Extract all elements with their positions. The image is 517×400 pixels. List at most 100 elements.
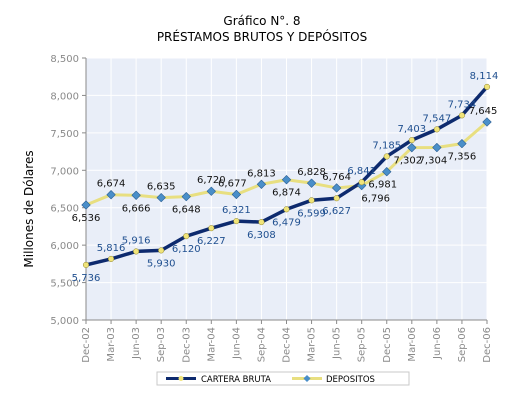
data-label-cartera-bruta: 7,185 <box>372 140 401 151</box>
point-depositos <box>131 190 141 200</box>
chart-title: Gráfico N°. 8 <box>223 14 300 28</box>
point-cartera-bruta <box>233 218 240 225</box>
point-cartera-bruta <box>433 126 440 133</box>
data-label-depositos: 6,720 <box>197 175 226 186</box>
point-cartera-bruta <box>82 261 90 268</box>
point-cartera-bruta <box>458 112 465 119</box>
point-cartera-bruta <box>258 219 265 226</box>
data-label-cartera-bruta: 6,308 <box>247 230 276 241</box>
x-tick-label: Dec-02 <box>81 327 92 363</box>
point-cartera-bruta <box>308 197 315 204</box>
y-tick-label: 8,500 <box>50 54 79 65</box>
x-tick-label: Mar-05 <box>307 327 318 362</box>
legend-marker-depositos <box>303 374 311 383</box>
data-label-depositos: 6,635 <box>147 182 176 193</box>
data-label-cartera-bruta: 6,227 <box>197 236 226 247</box>
legend-box <box>156 371 410 386</box>
y-tick-label: 5,500 <box>50 279 79 290</box>
point-depositos <box>256 179 267 189</box>
data-label-cartera-bruta: 6,599 <box>297 208 326 219</box>
point-cartera-bruta <box>358 179 365 186</box>
chart-subtitle: PRÉSTAMOS BRUTOS Y DEPÓSITOS <box>157 29 367 44</box>
point-cartera-bruta <box>483 83 491 90</box>
point-depositos <box>382 167 392 177</box>
point-depositos <box>156 192 166 203</box>
point-depositos <box>81 200 91 210</box>
data-label-depositos: 6,666 <box>122 203 151 214</box>
data-label-depositos: 6,764 <box>322 172 351 183</box>
y-tick-label: 8,000 <box>50 91 79 102</box>
x-tick-label: Jun-03 <box>131 327 142 360</box>
legend-marker-cartera-bruta <box>178 376 184 381</box>
point-depositos <box>331 183 342 193</box>
data-label-cartera-bruta: 5,930 <box>147 258 176 269</box>
data-label-depositos: 7,304 <box>419 156 448 167</box>
x-tick-label: Sep-05 <box>357 327 368 362</box>
data-label-depositos: 6,677 <box>218 178 247 189</box>
point-depositos <box>306 178 317 188</box>
x-tick-label: Jun-05 <box>332 327 343 360</box>
y-tick-label: 7,000 <box>50 166 79 177</box>
x-tick-label: Jun-04 <box>231 327 242 360</box>
data-label-depositos: 6,828 <box>297 167 326 178</box>
point-cartera-bruta <box>208 225 215 232</box>
data-label-depositos: 6,874 <box>272 188 301 199</box>
point-cartera-bruta <box>183 233 190 240</box>
data-label-depositos: 7,356 <box>448 152 477 163</box>
data-label-cartera-bruta: 6,321 <box>222 205 251 216</box>
x-tick-label: Sep-03 <box>156 327 167 362</box>
point-depositos <box>407 143 417 153</box>
legend-label-depositos: DEPOSITOS <box>326 375 375 385</box>
x-tick-label: Mar-04 <box>206 327 217 362</box>
data-label-cartera-bruta: 7,734 <box>448 99 477 110</box>
point-depositos <box>281 175 292 185</box>
legend-label-cartera-bruta: CARTERA BRUTA <box>201 375 271 385</box>
x-tick-label: Sep-06 <box>457 327 468 362</box>
data-label-depositos: 6,796 <box>361 194 390 205</box>
data-label-cartera-bruta: 6,479 <box>272 217 301 228</box>
data-label-depositos: 6,674 <box>97 179 126 190</box>
point-depositos <box>231 189 242 200</box>
y-tick-label: 6,000 <box>50 241 79 252</box>
point-cartera-bruta <box>408 137 415 144</box>
data-label-cartera-bruta: 6,120 <box>172 244 201 255</box>
point-depositos <box>457 138 467 149</box>
point-cartera-bruta <box>383 153 390 160</box>
point-cartera-bruta <box>133 248 140 255</box>
x-tick-label: Sep-04 <box>256 327 267 362</box>
point-depositos <box>181 191 191 202</box>
x-tick-label: Dec-06 <box>482 327 493 363</box>
point-depositos <box>206 186 216 196</box>
point-cartera-bruta <box>333 195 340 202</box>
y-tick-label: 7,500 <box>50 129 79 140</box>
point-depositos <box>432 142 442 153</box>
x-tick-label: Dec-04 <box>282 327 293 363</box>
data-label-cartera-bruta: 6,627 <box>322 206 351 217</box>
legend: CARTERA BRUTA DEPOSITOS <box>156 371 410 386</box>
y-axis-label: Millones de Dólares <box>22 150 36 267</box>
data-label-depositos: 6,648 <box>172 205 201 216</box>
data-label-cartera-bruta: 7,403 <box>397 124 426 135</box>
x-tick-label: Mar-06 <box>407 327 418 362</box>
data-label-depositos: 6,536 <box>72 213 101 224</box>
data-label-depositos: 7,645 <box>469 106 498 117</box>
point-depositos <box>106 190 116 200</box>
point-cartera-bruta <box>283 206 290 213</box>
x-tick-label: Dec-05 <box>382 327 393 363</box>
data-label-cartera-bruta: 6,841 <box>347 166 376 177</box>
data-label-cartera-bruta: 8,114 <box>470 71 499 82</box>
data-label-depositos: 7,302 <box>393 156 422 167</box>
data-label-cartera-bruta: 7,547 <box>423 113 452 124</box>
x-tick-label: Jun-06 <box>432 327 443 360</box>
plot-area: 5,000 5,500 6,000 6,500 7,000 7,500 8,000 8,500… <box>50 54 498 363</box>
point-cartera-bruta <box>108 255 115 262</box>
y-tick-label: 6,500 <box>50 204 79 215</box>
point-cartera-bruta <box>158 247 165 254</box>
data-label-depositos: 6,981 <box>368 180 397 191</box>
x-tick-label: Dec-03 <box>181 327 192 363</box>
x-tick-label: Mar-03 <box>106 327 117 362</box>
data-label-cartera-bruta: 5,916 <box>122 235 151 246</box>
point-depositos <box>482 117 492 127</box>
